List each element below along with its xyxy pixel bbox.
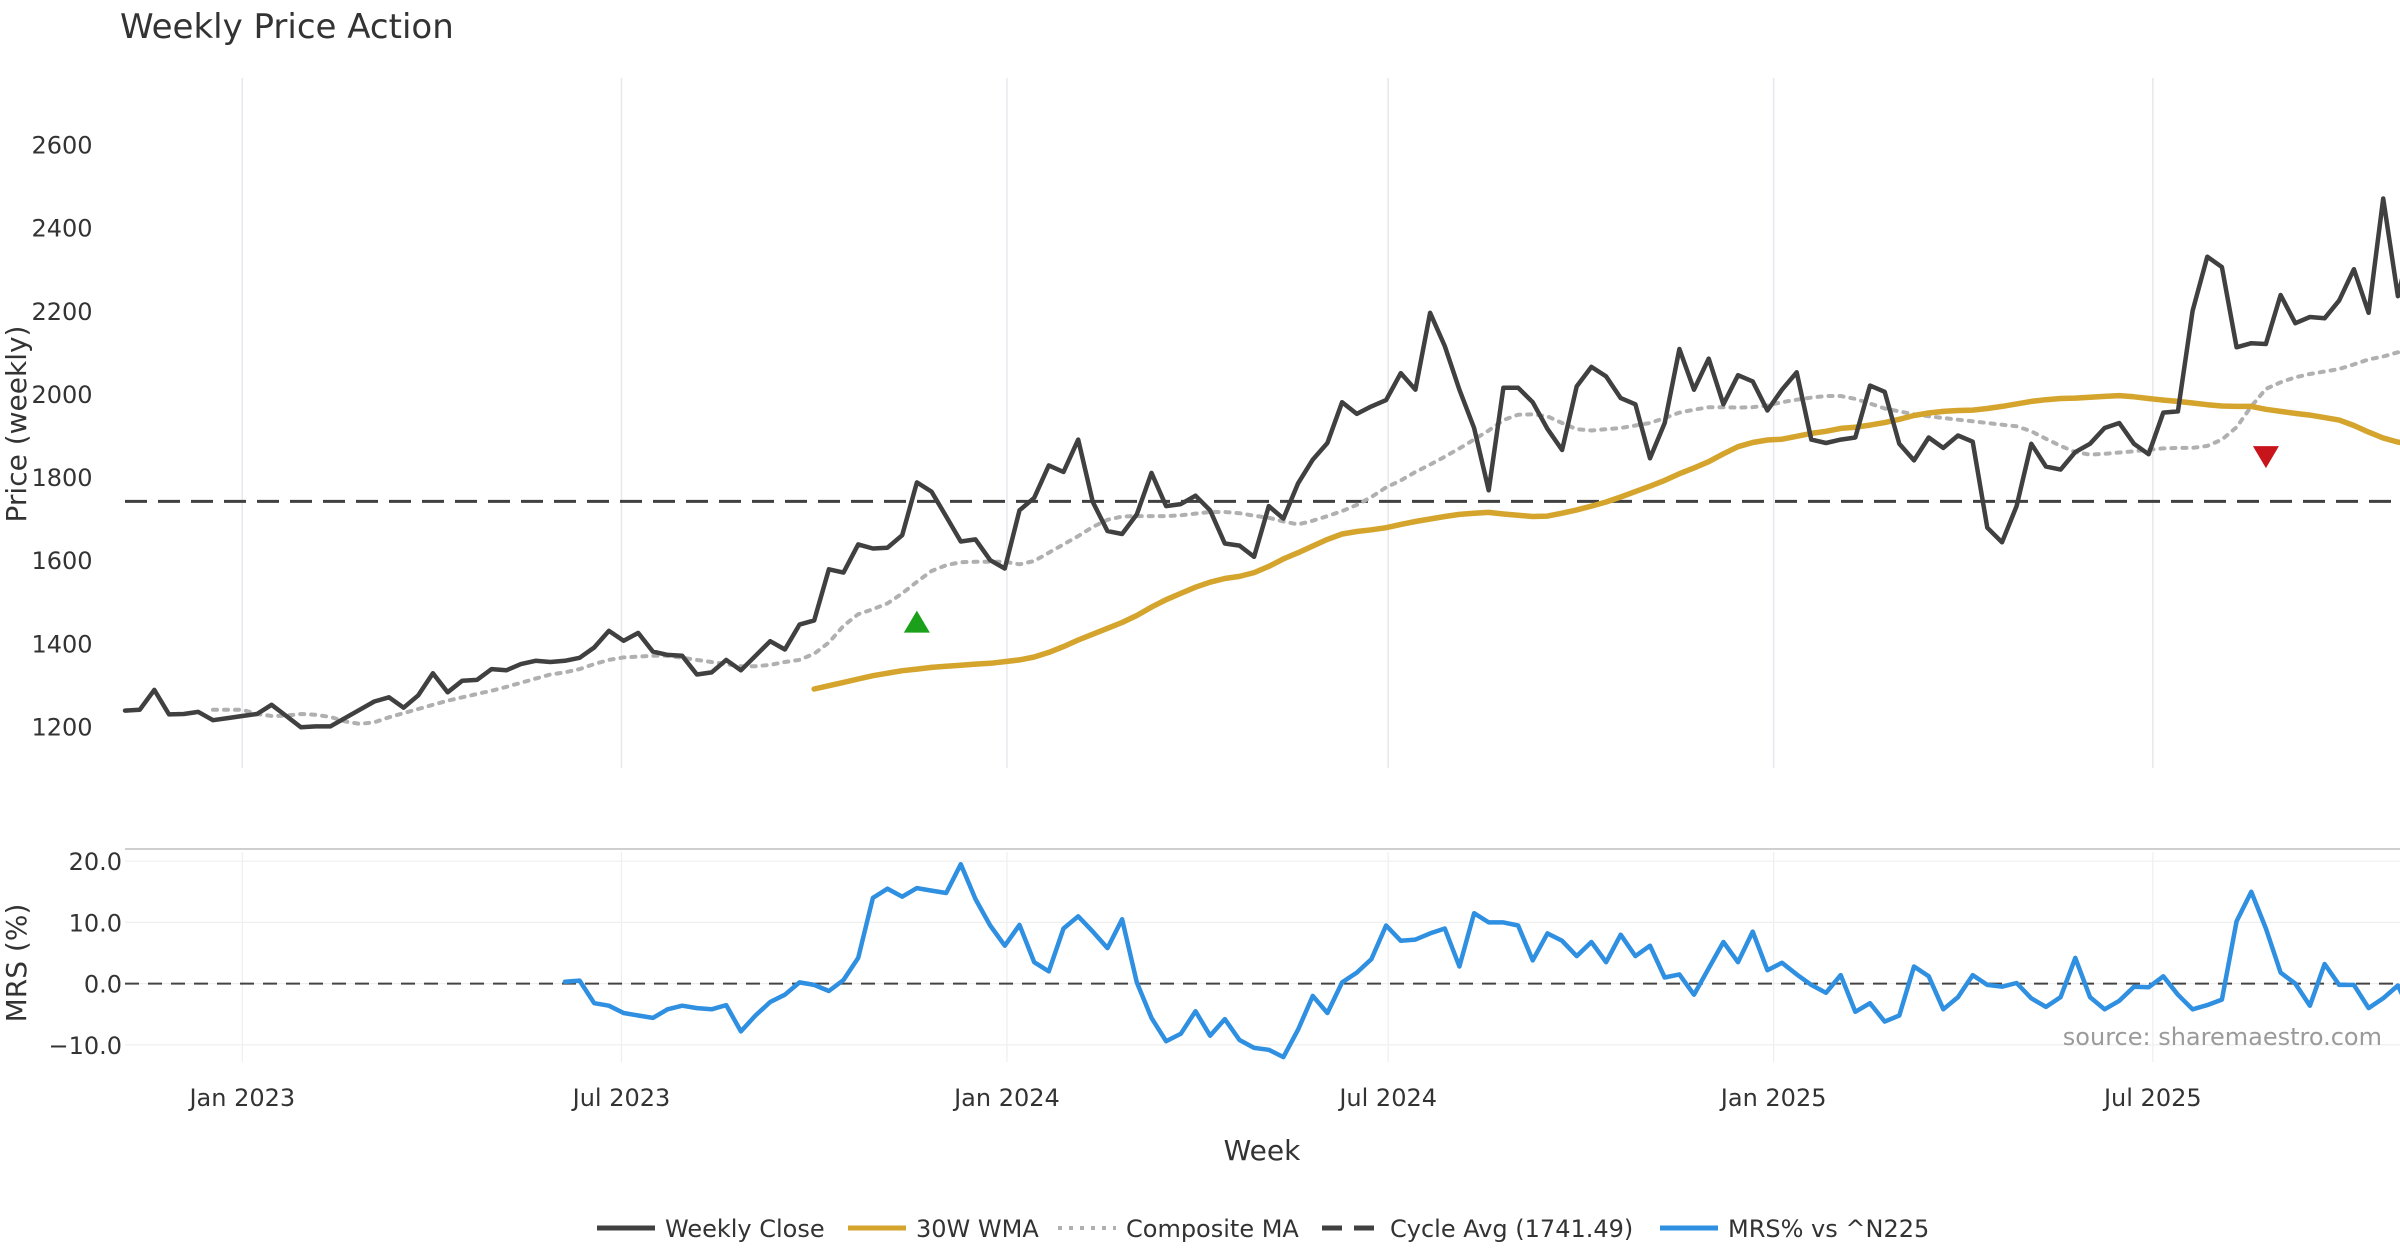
legend-label: Composite MA — [1126, 1215, 1299, 1243]
sell-signal-marker — [2252, 446, 2279, 469]
composite-ma-line — [211, 349, 2400, 726]
mrs-panel: −10.0 0.0 10.0 20.0 — [48, 848, 2400, 1060]
x-tick-label: Jul 2024 — [1337, 1084, 1437, 1112]
x-tick-label: Jul 2023 — [571, 1084, 671, 1112]
legend: Weekly Close 30W WMA Composite MA Cycle Avg… — [597, 1215, 1929, 1243]
x-axis: Jan 2023 Jul 2023 Jan 2024 Jul 2024 Jan 2025… — [187, 1084, 2201, 1112]
price-y-tick-label: 2200 — [31, 298, 92, 326]
mrs-axis-title: MRS (%) — [0, 904, 33, 1023]
legend-label: Cycle Avg (1741.49) — [1390, 1215, 1633, 1243]
price-y-tick-label: 2400 — [31, 215, 92, 243]
mrs-y-tick-label: −10.0 — [48, 1032, 122, 1060]
price-y-tick-label: 1800 — [31, 464, 92, 492]
legend-label: 30W WMA — [916, 1215, 1039, 1243]
mrs-y-tick-label: 20.0 — [69, 848, 122, 876]
chart-title: Weekly Price Action — [120, 7, 454, 47]
buy-signal-marker — [903, 610, 930, 633]
legend-label: MRS% vs ^N225 — [1728, 1215, 1929, 1243]
x-axis-title: Week — [1224, 1134, 1301, 1167]
wma-30w-line — [811, 392, 2400, 692]
x-tick-label: Jul 2025 — [2102, 1084, 2202, 1112]
price-y-tick-label: 1400 — [31, 630, 92, 658]
x-tick-label: Jan 2023 — [187, 1084, 295, 1112]
x-tick-label: Jan 2025 — [1719, 1084, 1827, 1112]
x-tick-label: Jan 2024 — [952, 1084, 1060, 1112]
price-y-tick-label: 2600 — [31, 132, 92, 160]
weekly-close-line — [122, 196, 2400, 730]
mrs-y-tick-label: 10.0 — [69, 909, 122, 937]
price-y-tick-label: 2000 — [31, 381, 92, 409]
price-panel: 1200 1400 1600 1800 2000 2200 2400 2600 — [31, 132, 2400, 741]
legend-label: Weekly Close — [665, 1215, 825, 1243]
price-y-tick-label: 1200 — [31, 713, 92, 741]
mrs-line — [562, 861, 2400, 1060]
mrs-y-tick-label: 0.0 — [84, 971, 122, 999]
source-label: source: sharemaestro.com — [2063, 1023, 2382, 1051]
price-y-tick-label: 1600 — [31, 547, 92, 575]
price-axis-title: Price (weekly) — [0, 326, 33, 523]
